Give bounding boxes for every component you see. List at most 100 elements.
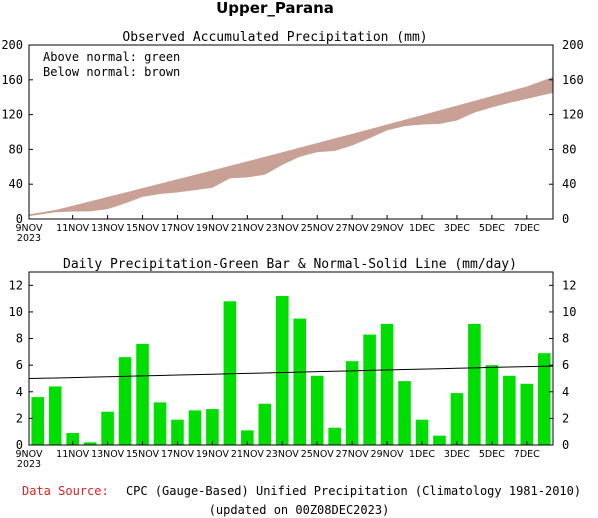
y-tick-label-left: 200 — [1, 38, 23, 52]
daily-bar — [118, 357, 132, 445]
x-tick-label: 27NOV — [336, 223, 370, 234]
daily-bar — [66, 433, 79, 445]
daily-bar — [171, 419, 184, 445]
y-tick-label-left: 160 — [1, 73, 23, 87]
daily-bar — [398, 381, 411, 445]
x-tick-label: 11NOV — [56, 449, 90, 460]
daily-bar — [468, 323, 481, 445]
accumulated-segment — [386, 119, 405, 131]
daily-bar — [206, 409, 219, 445]
x-tick-label: 15NOV — [126, 223, 160, 234]
data-source-line: Data Source: CPC (Gauge-Based) Unified P… — [22, 484, 581, 498]
x-tick-label: 27NOV — [336, 449, 370, 460]
x-tick-label: 1DEC — [409, 223, 435, 234]
y-tick-label-right: 10 — [562, 305, 576, 319]
daily-bar — [328, 427, 341, 445]
accumulated-segment — [194, 170, 213, 191]
accumulated-segment — [351, 129, 370, 146]
accumulated-segment — [28, 210, 56, 217]
legend-below: Below normal: brown — [43, 65, 180, 79]
x-tick-label: 17NOV — [161, 223, 195, 234]
daily-bar — [415, 419, 429, 445]
accumulated-segment — [212, 165, 231, 188]
daily-bar — [48, 386, 62, 445]
y-tick-label-right: 0 — [562, 438, 569, 452]
y-tick-label-right: 12 — [562, 278, 576, 292]
bottom-panel-subtitle: Daily Precipitation-Green Bar & Normal-S… — [63, 257, 517, 272]
daily-bar — [310, 375, 324, 445]
x-tick-label: 13NOV — [91, 449, 125, 460]
accumulated-segment — [282, 147, 300, 166]
y-tick-label-right: 8 — [562, 332, 569, 346]
x-tick-label: 3DEC — [444, 449, 470, 460]
y-tick-label-left: 120 — [1, 108, 23, 122]
x-tick-label: 23NOV — [266, 223, 300, 234]
x-tick-label: 7DEC — [514, 449, 540, 460]
daily-bar — [223, 301, 237, 445]
y-tick-label-left: 80 — [9, 142, 23, 156]
accumulated-segment — [369, 124, 388, 139]
x-tick-label: 21NOV — [231, 449, 265, 460]
accumulated-segment — [439, 105, 458, 124]
x-tick-label: 21NOV — [231, 223, 265, 234]
daily-bar — [188, 410, 202, 445]
y-tick-label-left: 2 — [16, 411, 23, 425]
accumulated-segment — [247, 156, 266, 178]
x-year-label: 2023 — [17, 233, 41, 244]
accumulated-segment — [229, 161, 248, 179]
x-year-label: 2023 — [17, 459, 41, 470]
y-tick-label-right: 6 — [562, 358, 569, 372]
y-tick-label-right: 2 — [562, 411, 569, 425]
top-panel: Observed Accumulated Precipitation (mm) … — [1, 30, 583, 244]
daily-bar — [363, 334, 376, 445]
accumulated-segment — [404, 115, 423, 127]
x-tick-label: 3DEC — [444, 223, 470, 234]
accumulated-segment — [299, 142, 318, 157]
accumulated-segment — [526, 76, 554, 99]
y-tick-label-left: 0 — [16, 438, 23, 452]
accumulated-segment — [54, 205, 73, 213]
updated-note: (updated on 00Z08DEC2023) — [209, 503, 390, 517]
daily-bar — [293, 318, 307, 445]
accumulated-segment — [107, 192, 126, 210]
daily-bar — [450, 393, 464, 445]
daily-bar — [31, 397, 45, 445]
y-tick-label-left: 12 — [9, 278, 23, 292]
accumulated-segment — [316, 138, 335, 153]
x-tick-label: 9NOV — [16, 223, 43, 234]
top-x-axis: 9NOV 11NOV 13NOV 15NOV 17NOV 19NOV 21NOV 23NOV 2… — [16, 215, 540, 244]
normal-line-path — [28, 365, 554, 379]
daily-bar — [485, 365, 499, 445]
x-tick-label: 29NOV — [371, 449, 405, 460]
y-tick-label-left: 10 — [9, 305, 23, 319]
accumulated-area — [28, 76, 554, 217]
daily-bar — [503, 375, 516, 445]
x-tick-label: 19NOV — [196, 449, 230, 460]
x-tick-label: 9NOV — [16, 449, 43, 460]
daily-bar — [537, 353, 551, 445]
y-tick-label-right: 120 — [562, 108, 584, 122]
legend-above: Above normal: green — [43, 50, 180, 64]
data-source-text: CPC (Gauge-Based) Unified Precipitation … — [126, 484, 581, 498]
y-tick-label-right: 80 — [562, 142, 576, 156]
daily-bar — [241, 430, 254, 445]
accumulated-segment — [142, 183, 161, 197]
accumulated-segment — [177, 174, 196, 193]
daily-bar — [83, 442, 97, 445]
x-tick-label: 5DEC — [479, 223, 505, 234]
x-tick-label: 17NOV — [161, 449, 195, 460]
bottom-panel: Daily Precipitation-Green Bar & Normal-S… — [9, 257, 577, 470]
x-tick-label: 19NOV — [196, 223, 230, 234]
x-tick-label: 29NOV — [371, 223, 405, 234]
top-plot-frame — [28, 44, 554, 220]
x-tick-label: 1DEC — [409, 449, 435, 460]
daily-bar — [275, 295, 289, 445]
daily-bars — [31, 295, 551, 445]
daily-bar — [101, 411, 114, 445]
accumulated-segment — [72, 201, 91, 212]
x-tick-label: 5DEC — [479, 449, 505, 460]
y-tick-label-right: 40 — [562, 177, 576, 191]
daily-bar — [258, 403, 272, 445]
normal-line — [28, 365, 554, 379]
